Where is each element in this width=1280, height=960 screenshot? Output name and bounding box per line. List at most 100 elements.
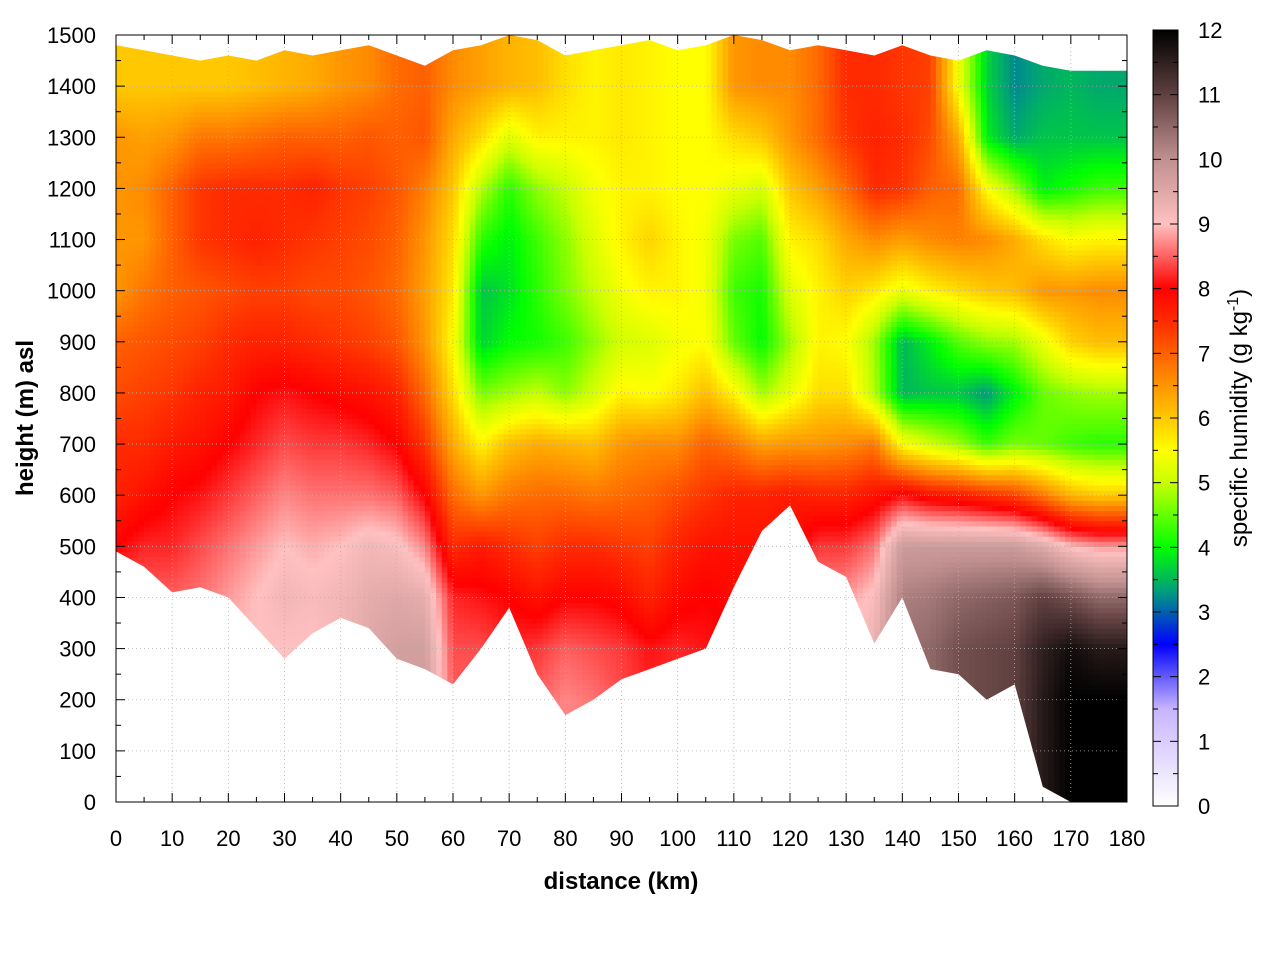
heat-cell — [233, 270, 241, 276]
heat-cell — [245, 597, 252, 604]
heat-cell — [233, 295, 241, 302]
heat-cell — [177, 193, 184, 200]
heat-cell — [205, 582, 213, 588]
heat-cell — [267, 495, 274, 501]
heat-cell — [295, 633, 302, 639]
heat-cell — [166, 244, 173, 251]
heat-cell — [127, 239, 134, 246]
heat-cell — [177, 479, 184, 486]
heat-cell — [177, 295, 184, 302]
heat-cell — [160, 270, 168, 276]
heat-cell — [250, 208, 258, 215]
heat-cell — [295, 157, 302, 164]
heat-cell — [222, 454, 229, 460]
heat-cell — [239, 157, 246, 164]
heat-cell — [127, 306, 134, 312]
heat-cell — [211, 121, 218, 128]
heat-cell — [177, 408, 184, 414]
heat-cell — [290, 577, 297, 583]
heat-cell — [127, 382, 134, 389]
heat-cell — [172, 515, 179, 522]
heat-cell — [295, 224, 302, 230]
heat-cell — [245, 70, 252, 77]
heat-cell — [149, 285, 156, 292]
heat-cell — [200, 474, 207, 481]
heat-cell — [278, 515, 286, 522]
heat-cell — [155, 50, 162, 57]
heat-cell — [284, 500, 291, 507]
heat-cell — [121, 213, 128, 220]
heat-cell — [256, 387, 263, 394]
heat-cell — [211, 224, 218, 230]
heat-cell — [228, 515, 235, 522]
heat-cell — [267, 352, 274, 358]
heat-cell — [284, 367, 291, 374]
heat-cell — [116, 249, 123, 256]
heat-cell — [228, 592, 235, 599]
heat-cell — [183, 157, 190, 164]
heat-cell — [245, 582, 252, 588]
heat-cell — [132, 346, 140, 353]
heat-cell — [155, 428, 162, 435]
heat-cell — [183, 546, 190, 553]
heat-cell — [262, 577, 269, 583]
heat-cell — [127, 183, 134, 189]
heat-cell — [278, 106, 286, 113]
heat-cell — [189, 208, 196, 215]
heat-cell — [256, 357, 263, 363]
heat-cell — [278, 423, 286, 430]
heat-cell — [222, 449, 229, 455]
heat-cell — [132, 162, 140, 169]
heat-cell — [222, 546, 229, 553]
heat-cell — [194, 147, 201, 154]
heat-cell — [177, 474, 184, 481]
heat-cell — [177, 213, 184, 220]
heat-cell — [290, 612, 297, 619]
heat-cell — [200, 561, 207, 568]
heat-cell — [267, 265, 274, 271]
heat-cell — [278, 86, 286, 92]
heat-cell — [155, 280, 162, 287]
heat-cell — [233, 275, 241, 282]
heat-cell — [189, 224, 196, 230]
heat-cell — [245, 101, 252, 108]
heat-cell — [205, 546, 213, 553]
heat-cell — [245, 387, 252, 394]
heat-cell — [228, 162, 235, 169]
heat-cell — [211, 306, 218, 312]
heat-cell — [144, 433, 151, 440]
heat-cell — [177, 444, 184, 450]
heat-cell — [121, 444, 128, 450]
heat-cell — [228, 239, 235, 246]
heat-cell — [211, 546, 218, 553]
heat-cell — [127, 469, 134, 476]
heat-cell — [132, 541, 140, 547]
heat-cell — [121, 167, 128, 174]
heat-cell — [239, 295, 246, 302]
heat-cell — [228, 500, 235, 507]
heat-cell — [256, 525, 263, 532]
heat-cell — [222, 398, 229, 404]
heat-cell — [295, 193, 302, 200]
heat-cell — [278, 530, 286, 537]
heat-cell — [245, 505, 252, 512]
heat-cell — [233, 91, 241, 97]
heat-cell — [228, 469, 235, 476]
heat-cell — [278, 60, 286, 67]
heat-cell — [200, 571, 207, 578]
heat-cell — [160, 326, 168, 333]
heat-cell — [250, 203, 258, 210]
heat-cell — [194, 515, 201, 522]
heat-cell — [228, 505, 235, 512]
heat-cell — [205, 515, 213, 522]
heat-cell — [144, 367, 151, 374]
heat-cell — [228, 392, 235, 399]
heat-cell — [217, 536, 224, 542]
heat-cell — [160, 101, 168, 108]
heat-cell — [295, 387, 302, 394]
heat-cell — [189, 147, 196, 154]
heat-cell — [273, 198, 280, 205]
heat-cell — [284, 316, 291, 322]
heat-cell — [239, 336, 246, 343]
heat-cell — [200, 275, 207, 282]
